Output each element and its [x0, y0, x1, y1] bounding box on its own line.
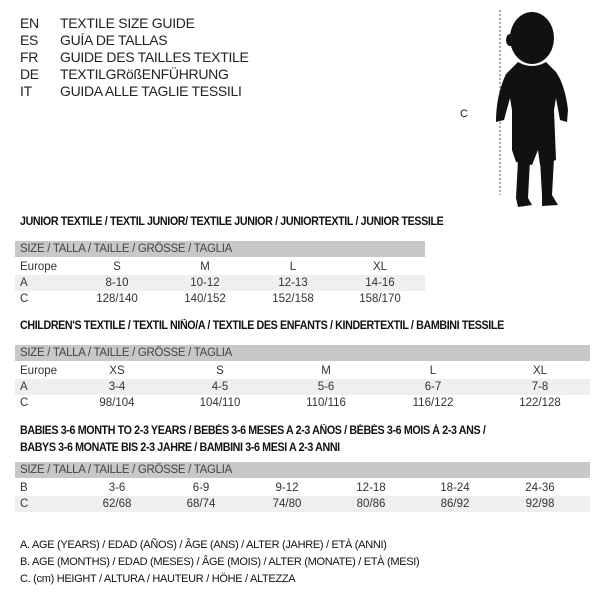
- lang-title: TEXTILGRößENFÜHRUNG: [60, 66, 229, 82]
- cell: 122/128: [519, 397, 561, 409]
- cell: 14-16: [365, 277, 395, 289]
- cell: 24-36: [525, 482, 555, 494]
- cell: L: [429, 365, 437, 377]
- row-label: A: [20, 277, 28, 289]
- row-label: B: [20, 482, 28, 494]
- cell: 152/158: [272, 293, 314, 305]
- babies-size-table: SIZE / TALLA / TAILLE / GRÖSSE / TAGLIA …: [15, 462, 590, 512]
- legend-age-years: A. AGE (YEARS) / EDAD (AÑOS) / ÂGE (ANS)…: [20, 539, 387, 551]
- lang-code: FR: [20, 49, 39, 65]
- children-section-title: CHILDREN'S TEXTILE / TEXTIL NIÑO/A / TEX…: [20, 320, 504, 332]
- lang-code: IT: [20, 83, 32, 99]
- cell: XL: [532, 365, 548, 377]
- cell: 9-12: [275, 482, 299, 494]
- cell: 6-7: [424, 381, 442, 393]
- cell: 92/98: [525, 498, 555, 510]
- cell: 62/68: [102, 498, 132, 510]
- cell: 18-24: [440, 482, 470, 494]
- legend-height: C. (cm) HEIGHT / ALTURA / HAUTEUR / HÖHE…: [20, 573, 296, 585]
- cell: 12-13: [278, 277, 308, 289]
- table-row: A 8-10 10-12 12-13 14-16: [15, 275, 425, 291]
- cell: M: [321, 365, 331, 377]
- cell: 110/116: [306, 397, 346, 409]
- cell: L: [289, 261, 297, 273]
- lang-title: GUIDA ALLE TAGLIE TESSILI: [60, 83, 242, 99]
- lang-code: DE: [20, 66, 39, 82]
- row-label: Europe: [20, 261, 58, 273]
- babies-section-title-2: BABYS 3-6 MONATE BIS 2-3 JAHRE / BAMBINI…: [20, 442, 340, 454]
- cell: 3-6: [108, 482, 126, 494]
- row-label: C: [20, 498, 29, 510]
- table-row: Europe S M L XL: [15, 259, 425, 275]
- cell: 5-6: [317, 381, 335, 393]
- cell: 10-12: [190, 277, 220, 289]
- junior-size-table: SIZE / TALLA / TAILLE / GRÖSSE / TAGLIA …: [15, 241, 425, 307]
- cell: 104/110: [199, 397, 241, 409]
- table-row: C 62/68 68/74 74/80 80/86 86/92 92/98: [15, 496, 590, 512]
- table-row: A 3-4 4-5 5-6 6-7 7-8: [15, 379, 590, 395]
- table-row: Europe XS S M L XL: [15, 363, 590, 379]
- junior-section-title: JUNIOR TEXTILE / TEXTIL JUNIOR/ TEXTILE …: [20, 216, 444, 228]
- lang-code: ES: [20, 32, 39, 48]
- children-size-table: SIZE / TALLA / TAILLE / GRÖSSE / TAGLIA …: [15, 345, 590, 411]
- cell: 128/140: [96, 293, 138, 305]
- cell: 116/122: [412, 397, 454, 409]
- babies-section-title: BABIES 3-6 MONTH TO 2-3 YEARS / BEBÉS 3-…: [20, 425, 486, 437]
- cell: M: [200, 261, 210, 273]
- cell: 8-10: [105, 277, 129, 289]
- table-header: SIZE / TALLA / TAILLE / GRÖSSE / TAGLIA: [15, 345, 590, 361]
- cell: 12-18: [356, 482, 386, 494]
- cell: 7-8: [531, 381, 549, 393]
- lang-title: TEXTILE SIZE GUIDE: [60, 15, 195, 31]
- cell: S: [113, 261, 121, 273]
- cell: 86/92: [440, 498, 470, 510]
- lang-title: GUÍA DE TALLAS: [60, 32, 168, 48]
- table-row: B 3-6 6-9 9-12 12-18 18-24 24-36: [15, 480, 590, 496]
- legend-age-months: B. AGE (MONTHS) / EDAD (MESES) / ÂGE (MO…: [20, 556, 420, 568]
- cell: 3-4: [108, 381, 126, 393]
- table-header: SIZE / TALLA / TAILLE / GRÖSSE / TAGLIA: [15, 241, 425, 257]
- cell: 98/104: [99, 397, 135, 409]
- lang-title: GUIDE DES TAILLES TEXTILE: [60, 49, 249, 65]
- table-row: C 98/104 104/110 110/116 116/122 122/128: [15, 395, 590, 411]
- cell: 74/80: [272, 498, 302, 510]
- cell: 158/170: [359, 293, 401, 305]
- cell: XL: [372, 261, 388, 273]
- table-header: SIZE / TALLA / TAILLE / GRÖSSE / TAGLIA: [15, 462, 590, 478]
- cell: S: [216, 365, 224, 377]
- child-silhouette-icon: [496, 10, 568, 207]
- row-label: A: [20, 381, 28, 393]
- cell: 68/74: [186, 498, 216, 510]
- lang-code: EN: [20, 15, 39, 31]
- row-label: Europe: [20, 365, 58, 377]
- cell: 80/86: [356, 498, 386, 510]
- cell: 6-9: [192, 482, 210, 494]
- row-label: C: [20, 397, 29, 409]
- cell: XS: [109, 365, 125, 377]
- cell: 4-5: [211, 381, 229, 393]
- row-label: C: [20, 293, 29, 305]
- height-label: C: [460, 108, 468, 120]
- table-row: C 128/140 140/152 152/158 158/170: [15, 291, 425, 307]
- cell: 140/152: [184, 293, 226, 305]
